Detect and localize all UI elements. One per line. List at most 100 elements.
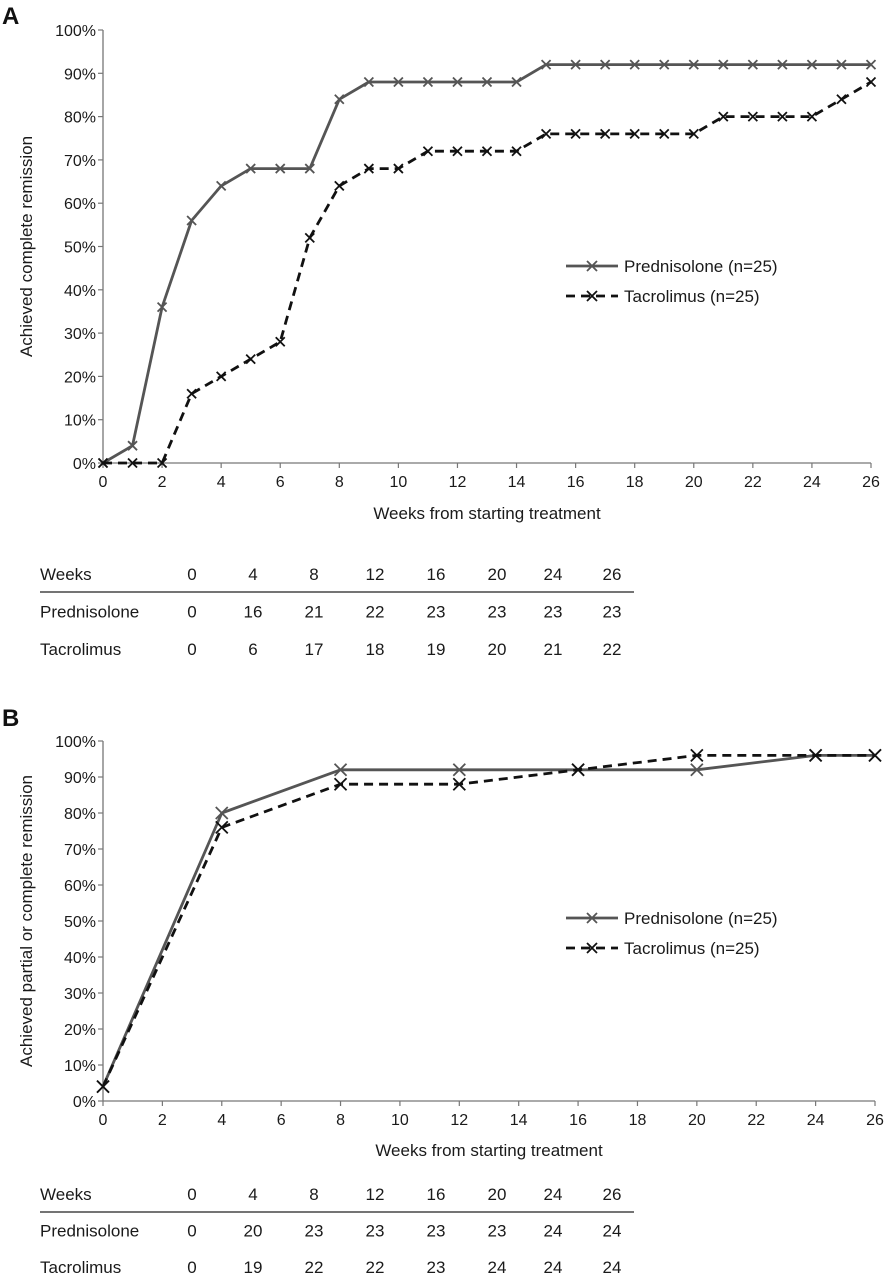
- data-point-prednisolone: [806, 59, 818, 70]
- data-point-prednisolone: [127, 440, 138, 451]
- data-point-prednisolone: [600, 59, 611, 70]
- data-point-tacrolimus: [865, 76, 877, 88]
- table-header-cell: 4: [248, 1185, 257, 1204]
- table-cell: 23: [366, 1222, 385, 1241]
- data-point-tacrolimus: [777, 111, 788, 122]
- data-point-prednisolone: [275, 163, 286, 174]
- data-point-tacrolimus: [97, 457, 109, 469]
- series-line-tacrolimus: [101, 754, 875, 1088]
- x-tick-label: 12: [450, 1112, 468, 1129]
- x-tick-label: 16: [567, 474, 585, 491]
- x-tick-label: 8: [335, 474, 344, 491]
- table-header-label: Weeks: [40, 1185, 92, 1204]
- x-tick-label: 22: [747, 1112, 765, 1129]
- table-cell: 23: [427, 1222, 446, 1241]
- data-point-tacrolimus: [333, 777, 348, 791]
- x-axis-title: Weeks from starting treatment: [375, 1141, 603, 1160]
- y-tick-label: 30%: [64, 326, 96, 343]
- data-point-tacrolimus: [659, 128, 670, 140]
- table-cell: 20: [244, 1222, 263, 1241]
- table-cell: 23: [544, 603, 563, 622]
- y-tick-label: 50%: [64, 914, 96, 931]
- x-tick-label: 14: [510, 1112, 528, 1129]
- y-tick-label: 50%: [64, 240, 96, 257]
- y-tick-label: 30%: [64, 986, 96, 1003]
- legend-marker: [586, 260, 598, 272]
- table-cell: 6: [248, 640, 257, 659]
- data-point-prednisolone: [540, 59, 552, 70]
- y-tick-label: 90%: [64, 66, 96, 83]
- table-cell: 23: [305, 1222, 324, 1241]
- y-tick-label: 100%: [55, 734, 96, 751]
- table-row-label: Prednisolone: [40, 1222, 139, 1241]
- data-point-prednisolone: [304, 163, 315, 174]
- x-tick-label: 6: [276, 474, 285, 491]
- table-cell: 22: [603, 640, 622, 659]
- table-header-cell: 4: [248, 565, 257, 584]
- table-cell: 0: [187, 1258, 196, 1277]
- counts-table: Weeks 0 4 8 12 16 20 24 26 Prednisolone 0 20 23 23 23 2…: [40, 1185, 634, 1277]
- table-header-cell: 0: [187, 1185, 196, 1204]
- table-cell: 21: [544, 640, 563, 659]
- data-point-prednisolone: [363, 76, 374, 88]
- chart-panel-b: B0%10%20%30%40%50%60%70%80%90%100%0 2 4 6 8 1…: [2, 705, 884, 1277]
- x-tick-label: 18: [626, 474, 644, 491]
- legend-label: Prednisolone (n=25): [624, 909, 778, 928]
- counts-table: Weeks 0 4 8 12 16 20 24 26 Prednisolone 0 16 21 22 23 2…: [40, 565, 634, 659]
- data-point-tacrolimus: [393, 163, 404, 174]
- data-point-tacrolimus: [718, 111, 729, 122]
- table-header-cell: 8: [309, 565, 318, 584]
- table-cell: 24: [603, 1258, 622, 1277]
- x-axis-title: Weeks from starting treatment: [373, 504, 601, 523]
- data-point-tacrolimus: [334, 180, 345, 192]
- y-tick-label: 70%: [64, 153, 96, 170]
- x-tick-label: 0: [99, 1112, 108, 1129]
- data-point-prednisolone: [718, 59, 729, 70]
- x-tick-label: 4: [217, 474, 226, 491]
- table-cell: 17: [305, 640, 324, 659]
- x-tick-label: 6: [277, 1112, 286, 1129]
- x-tick-label: 24: [807, 1112, 825, 1129]
- x-tick-label: 12: [449, 474, 467, 491]
- data-point-tacrolimus: [806, 111, 818, 122]
- data-point-tacrolimus: [629, 128, 640, 140]
- data-point-prednisolone: [334, 94, 345, 105]
- data-point-prednisolone: [690, 763, 704, 777]
- data-point-prednisolone: [481, 76, 493, 88]
- data-point-tacrolimus: [156, 457, 168, 469]
- table-cell: 23: [488, 1222, 507, 1241]
- table-row-label: Prednisolone: [40, 603, 139, 622]
- legend-marker: [586, 912, 598, 924]
- x-tick-label: 2: [158, 474, 167, 491]
- data-point-prednisolone: [865, 59, 877, 70]
- table-cell: 22: [366, 1258, 385, 1277]
- table-header-cell: 24: [544, 565, 563, 584]
- x-tick-label: 26: [866, 1112, 884, 1129]
- data-point-tacrolimus: [600, 128, 611, 140]
- table-cell: 23: [603, 603, 622, 622]
- table-header-cell: 24: [544, 1185, 563, 1204]
- data-point-tacrolimus: [481, 146, 493, 157]
- table-header-cell: 0: [187, 565, 196, 584]
- data-point-tacrolimus: [836, 94, 847, 105]
- table-cell: 0: [187, 1222, 196, 1241]
- data-point-tacrolimus: [452, 777, 466, 791]
- table-cell: 24: [603, 1222, 622, 1241]
- data-point-tacrolimus: [452, 146, 463, 157]
- data-point-prednisolone: [747, 59, 758, 70]
- table-cell: 23: [427, 1258, 446, 1277]
- y-tick-label: 20%: [64, 369, 96, 386]
- table-cell: 0: [187, 603, 196, 622]
- data-point-prednisolone: [629, 59, 640, 70]
- table-cell: 24: [544, 1258, 563, 1277]
- data-point-prednisolone: [215, 806, 229, 820]
- legend-label: Tacrolimus (n=25): [624, 939, 760, 958]
- y-tick-label: 80%: [64, 110, 96, 127]
- data-point-tacrolimus: [747, 111, 758, 122]
- data-point-prednisolone: [422, 76, 434, 88]
- legend-marker: [586, 290, 598, 302]
- data-point-prednisolone: [570, 59, 581, 70]
- table-cell: 22: [305, 1258, 324, 1277]
- table-header-cell: 12: [366, 565, 385, 584]
- panel-label: B: [2, 705, 19, 732]
